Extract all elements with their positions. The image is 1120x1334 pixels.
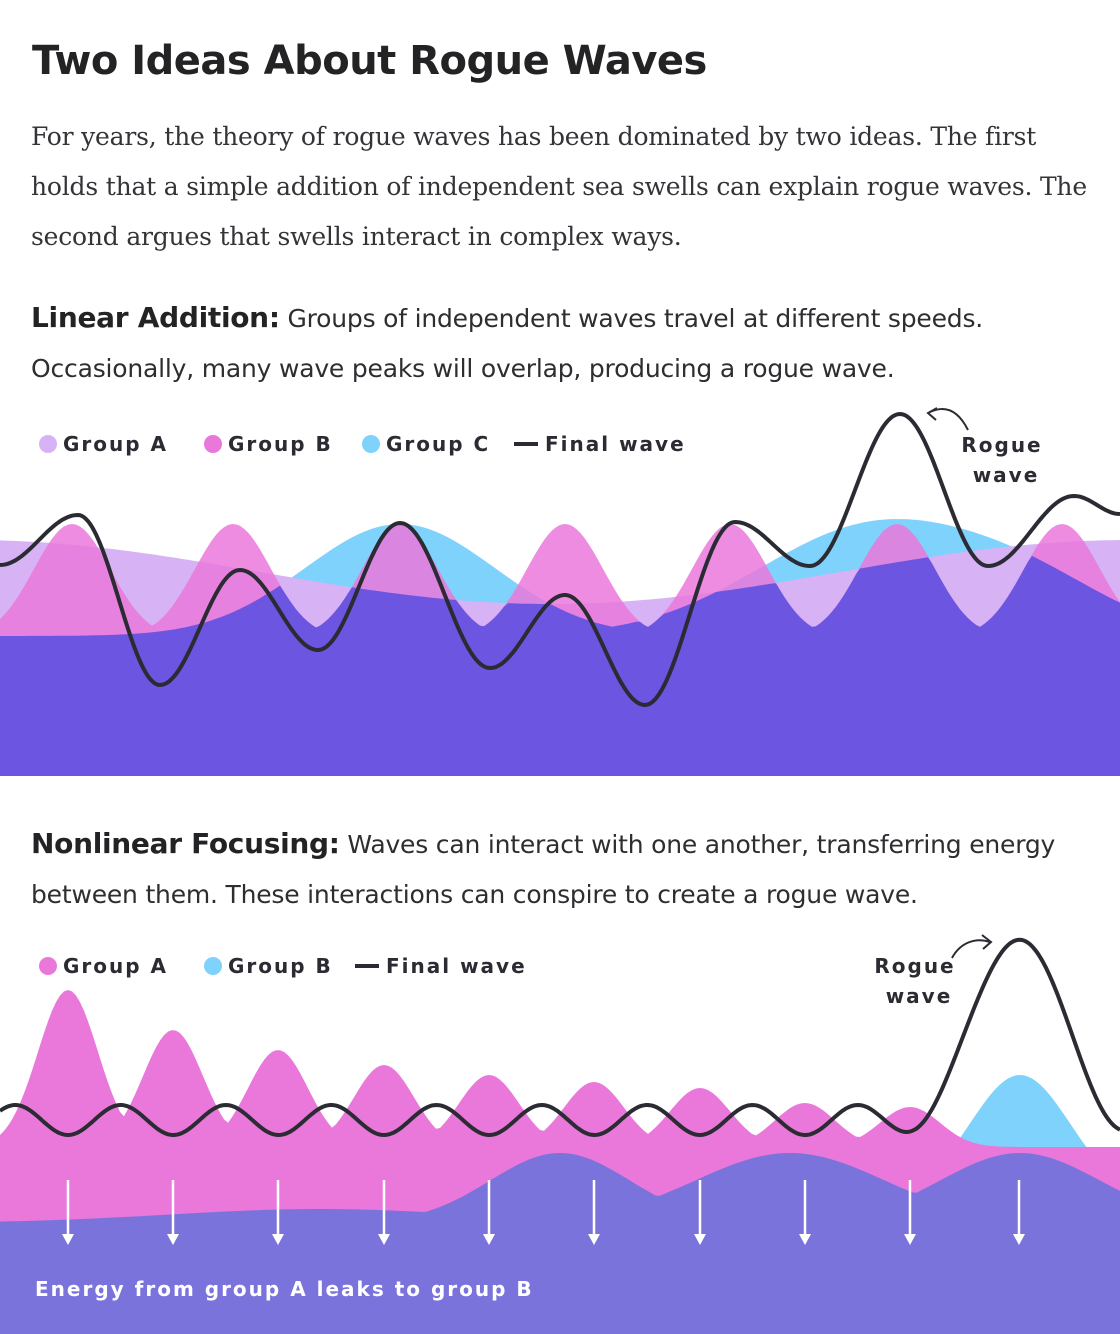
energy-leak-arrow	[799, 1180, 811, 1245]
nonlinear-focusing-description: Nonlinear Focusing: Waves can interact w…	[31, 819, 1106, 920]
nonlinear-focusing-diagram: Group A Group B Final wave Rogue wave En…	[0, 934, 1120, 1334]
legend-group-c-label: Group C	[386, 432, 490, 456]
lower-energy-area	[0, 1153, 1120, 1334]
final-wave-line	[0, 937, 1120, 1138]
energy-leak-arrow	[167, 1180, 179, 1245]
final-wave-line	[0, 411, 1120, 708]
legend-group-b-dot	[204, 957, 222, 975]
nonlinear-focusing-text: Waves can interact with one another, tra…	[31, 830, 1056, 909]
legend-final-wave-label: Final wave	[545, 432, 686, 456]
rogue-wave-label-line1: Rogue	[961, 433, 1042, 457]
linear-addition-description: Linear Addition: Groups of independent w…	[31, 293, 1106, 394]
rogue-wave-arrow	[951, 939, 991, 959]
linear-addition-diagram: Group A Group B Group C Final wave Rogue…	[0, 407, 1120, 776]
legend-group-a-label: Group A	[63, 432, 168, 456]
energy-leak-arrow	[62, 1180, 74, 1245]
energy-leak-arrow	[694, 1180, 706, 1245]
legend-group-a-dot	[39, 435, 57, 453]
nonlinear-focusing-heading: Nonlinear Focusing:	[31, 827, 340, 860]
energy-leak-arrow	[588, 1180, 600, 1245]
rogue-wave-arrow-head	[981, 934, 993, 950]
energy-leak-arrow	[378, 1180, 390, 1245]
linear-addition-heading: Linear Addition:	[31, 301, 280, 334]
energy-leak-caption: Energy from group A leaks to group B	[35, 1277, 534, 1301]
intro-paragraph: For years, the theory of rogue waves has…	[31, 122, 1087, 251]
energy-leak-arrow	[904, 1180, 916, 1245]
legend-group-c-dot	[362, 435, 380, 453]
energy-leak-arrow	[1013, 1180, 1025, 1245]
page-title: Two Ideas About Rogue Waves	[32, 38, 707, 84]
legend-group-a-dot	[39, 957, 57, 975]
energy-leak-arrow	[272, 1180, 284, 1245]
legend-group-b-label: Group B	[228, 954, 333, 978]
rogue-wave-arrow-head	[926, 407, 938, 421]
rogue-wave-label-line1: Rogue	[874, 954, 955, 978]
rogue-wave-label-line2: wave	[886, 984, 953, 1008]
legend-group-a-label: Group A	[63, 954, 168, 978]
rogue-wave-label-line2: wave	[973, 463, 1040, 487]
legend: Group A Group B Final wave	[39, 954, 527, 978]
energy-leak-arrows	[62, 1180, 1025, 1245]
legend-group-b-label: Group B	[228, 432, 333, 456]
linear-addition-text: Groups of independent waves travel at di…	[31, 304, 984, 383]
legend-group-b-dot	[204, 435, 222, 453]
legend-final-wave-label: Final wave	[386, 954, 527, 978]
energy-leak-arrow	[483, 1180, 495, 1245]
legend: Group A Group B Group C Final wave	[39, 432, 686, 456]
